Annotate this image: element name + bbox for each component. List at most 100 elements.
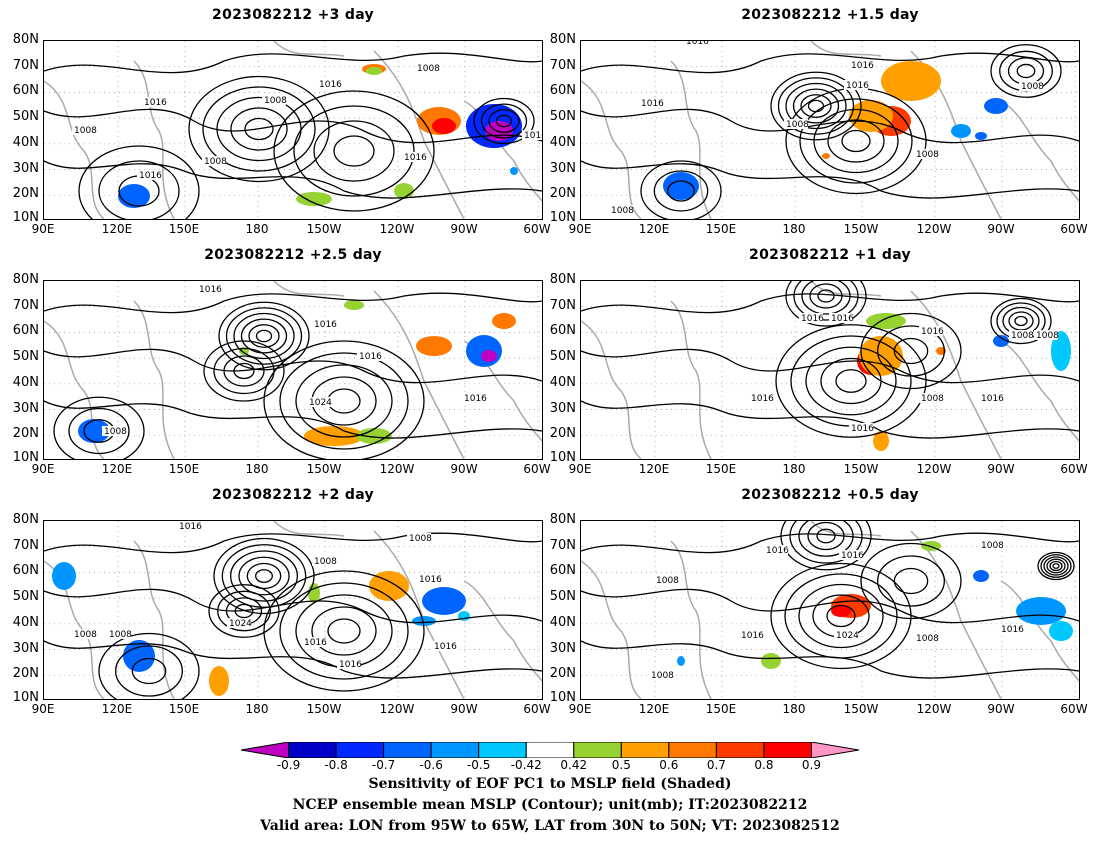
contour-label-bg (739, 630, 763, 640)
colorbar-tick-label: 0.8 (754, 758, 774, 772)
contour-label: 1016 (304, 638, 327, 648)
contour-label: 1016 (751, 394, 774, 404)
lat-tick-label: 10N (549, 450, 576, 465)
contour-label-bg (415, 63, 439, 73)
mslp-contour (1007, 57, 1045, 85)
lat-tick-label: 20N (12, 186, 39, 202)
lat-tick-label: 10N (12, 690, 39, 705)
map-graphic: 1016 1008 1016 1016 1008 1008 1024 1016 1016 1008 (44, 521, 542, 699)
lon-tick-label: 120E (101, 702, 133, 716)
map-panel: 1016 1016 1016 1024 1016 1008 (43, 280, 543, 460)
contour-label: 1008 (204, 157, 227, 167)
contour-label-bg (1034, 330, 1058, 340)
mslp-contour (835, 369, 867, 393)
mslp-contour (793, 281, 859, 321)
lat-tick-label: 60N (12, 83, 39, 99)
contour-label: 1016 (434, 642, 457, 652)
coastline (910, 530, 1002, 699)
lat-tick-label: 40N (549, 614, 576, 630)
lon-tick-label: 90E (31, 462, 55, 476)
sensitivity-shading (369, 571, 409, 601)
lon-tick-label: 60W (523, 222, 551, 236)
mslp-contour (213, 537, 315, 615)
colorbar-tick-label: 0.5 (611, 758, 631, 772)
coastline (581, 560, 642, 699)
lat-tick-label: 70N (12, 297, 39, 313)
lat-tick-label: 70N (12, 537, 39, 553)
lon-tick-label: 180 (245, 222, 269, 236)
lat-tick-label: 20N (549, 426, 576, 442)
mslp-contour (1052, 563, 1060, 569)
lon-tick-label: 90E (31, 222, 55, 236)
mslp-contour (295, 594, 393, 668)
contour-label: 1008 (786, 120, 809, 130)
contour-label: 1016 (846, 81, 869, 91)
mslp-contour (1043, 556, 1069, 576)
mslp-contour (817, 289, 835, 303)
coastline (44, 80, 105, 219)
sensitivity-shading (118, 184, 150, 208)
lat-tick-label: 60N (12, 563, 39, 579)
colorbar-tick-label: 0.6 (659, 758, 679, 772)
lon-tick-label: 150W (843, 222, 879, 236)
contour-label-bg (844, 80, 868, 90)
lon-tick-label: 90W (987, 222, 1015, 236)
contour-label-bg (142, 97, 166, 107)
lat-tick-label: 10N (549, 690, 576, 705)
contour-label-bg (829, 313, 853, 323)
colorbar-swatch (288, 741, 337, 759)
contour-label-bg (312, 556, 336, 566)
contour-label: 1016 (144, 98, 167, 108)
lat-tick-label: 20N (549, 186, 576, 202)
lon-tick-label: 90E (568, 702, 592, 716)
contour-label-bg (227, 618, 251, 628)
lon-tick-label: 150E (168, 222, 200, 236)
contour-label-bg (639, 98, 663, 108)
contour-label: 1016 (359, 352, 382, 362)
colorbar-swatch (668, 741, 717, 759)
lat-tick-label: 40N (12, 134, 39, 150)
mslp-contour (44, 348, 542, 384)
mslp-contour (78, 145, 200, 219)
panel-title: 2023082212 +1.5 day (741, 7, 919, 23)
coastline (373, 290, 465, 459)
contour-label: 1016 (319, 80, 342, 90)
contour-label: 1008 (109, 630, 132, 640)
contour-label-bg (764, 545, 788, 555)
lat-tick-label: 40N (12, 374, 39, 390)
sensitivity-shading (481, 350, 497, 362)
map-graphic: 1008 1016 1008 1016 1008 1016 1016 1016 1008 (44, 41, 542, 219)
lon-tick-label: 120E (638, 222, 670, 236)
contour-label-bg (72, 629, 96, 639)
mslp-contour (44, 640, 542, 679)
mslp-contour (581, 52, 1079, 74)
colorbar-swatch (430, 741, 480, 759)
contour-label: 1016 (766, 546, 789, 556)
contour-label-bg (979, 540, 1003, 550)
lon-tick-label: 120W (379, 222, 415, 236)
sensitivity-shading (1049, 621, 1073, 641)
mslp-contour (893, 567, 929, 595)
mslp-contour (798, 583, 884, 649)
coastline (273, 281, 345, 297)
lon-tick-label: 90W (987, 702, 1015, 716)
mslp-contour (279, 582, 409, 680)
lon-tick-label: 120W (916, 462, 952, 476)
colorbar-graphic (240, 741, 860, 759)
lat-tick-label: 60N (549, 323, 576, 339)
mslp-contour (295, 364, 393, 438)
lon-tick-label: 60W (1060, 702, 1088, 716)
mslp-contour (805, 346, 897, 416)
sensitivity-shading (466, 335, 502, 367)
sensitivity-shading (951, 124, 971, 138)
mslp-contour (263, 340, 425, 459)
mslp-contour (770, 71, 862, 141)
colorbar-swatch (335, 741, 385, 759)
coastline (133, 60, 175, 219)
lat-tick-label: 70N (549, 297, 576, 313)
mslp-contour (44, 292, 542, 314)
caption-line-3: Valid area: LON from 95W to 65W, LAT fro… (260, 818, 840, 834)
contour-label-bg (107, 629, 131, 639)
mslp-contour (495, 114, 513, 128)
lat-tick-label: 30N (12, 400, 39, 416)
